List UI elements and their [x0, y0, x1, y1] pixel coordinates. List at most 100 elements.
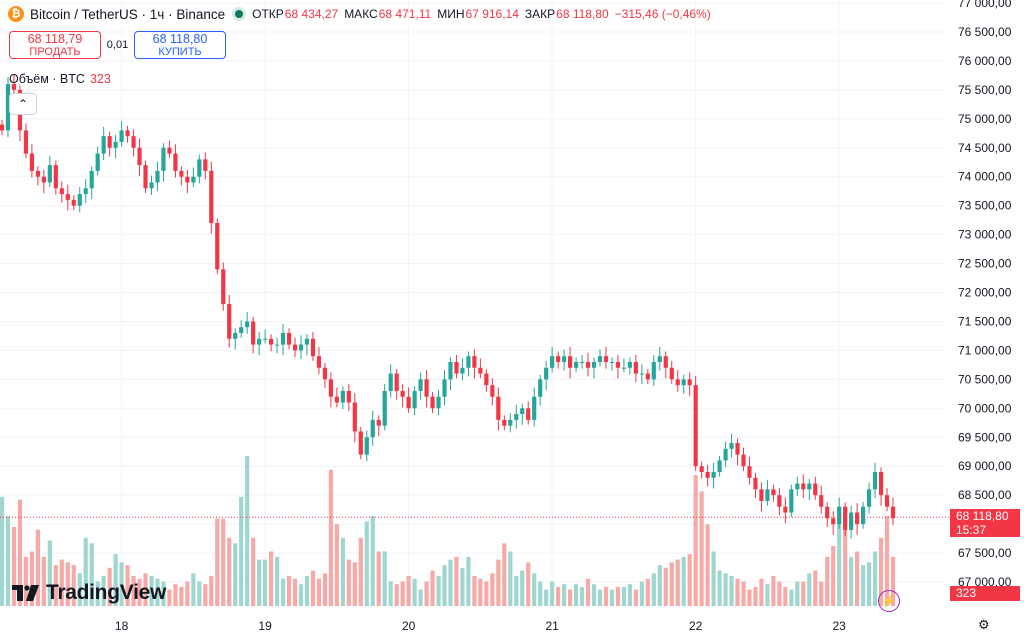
candle-body: [663, 356, 668, 368]
candle-body: [825, 506, 830, 519]
candle-body: [490, 385, 495, 397]
candle-body: [328, 379, 333, 397]
symbol-title[interactable]: Bitcoin / TetherUS · 1ч · Binance: [30, 6, 226, 22]
market-status-icon: [235, 10, 244, 18]
candle-body: [615, 361, 621, 368]
candle-body: [855, 512, 860, 525]
volume-label: Объём · BTC: [9, 72, 85, 86]
volume-bar: [651, 573, 656, 606]
candle-body: [484, 373, 489, 386]
price-axis: 77 000,00 76 500,00 76 000,00 75 500,00 75 0…: [958, 0, 1012, 589]
volume-bar: [532, 573, 537, 606]
volume-bar: [801, 581, 806, 606]
volume-bar: [795, 581, 800, 606]
candle-body: [454, 361, 459, 374]
candle-body: [292, 344, 298, 351]
x-tick-label: 22: [689, 619, 703, 633]
candle-body: [627, 361, 632, 368]
spread-value: 0,01: [106, 39, 129, 51]
candle-body: [245, 321, 250, 328]
candle-body: [394, 373, 399, 391]
candles: [0, 74, 896, 539]
volume-bar: [119, 562, 124, 606]
candle-body: [573, 361, 579, 368]
candle-body: [651, 361, 656, 380]
y-tick-label: 76 500,00: [958, 25, 1012, 39]
candle-body: [286, 333, 292, 345]
candle-body: [59, 188, 64, 195]
candle-body: [107, 136, 112, 148]
tradingview-logo[interactable]: TradingView: [12, 581, 166, 605]
volume-bar: [567, 589, 573, 606]
candle-body: [203, 159, 208, 171]
y-tick-label: 72 000,00: [958, 286, 1012, 300]
candle-body: [723, 448, 728, 461]
volume-bar: [669, 562, 674, 606]
volume-bar: [699, 491, 704, 606]
candle-body: [149, 182, 154, 189]
candle-body: [657, 356, 662, 362]
volume-bar: [579, 586, 585, 606]
last-price-tag: 68 118,80 15:37: [950, 509, 1020, 538]
volume-bar: [215, 518, 220, 606]
volume-bar: [167, 589, 172, 606]
candle-body: [831, 518, 836, 525]
volume-bar: [269, 551, 274, 606]
candle-body: [41, 176, 46, 183]
volume-bar: [884, 516, 890, 606]
candle-body: [801, 483, 806, 490]
buy-button[interactable]: 68 118,80 КУПИТЬ: [134, 31, 226, 59]
volume-tag: 323: [950, 586, 1020, 601]
volume-bar: [508, 551, 513, 606]
change-value: −315,46 (−0,46%): [614, 7, 711, 21]
chevron-up-icon[interactable]: ⌃: [9, 93, 37, 115]
volume-bar: [274, 556, 280, 606]
sell-button[interactable]: 68 118,79 ПРОДАТЬ: [9, 31, 101, 59]
candle-body: [334, 396, 339, 403]
y-tick-label: 69 500,00: [958, 430, 1012, 444]
candle-body: [89, 170, 94, 189]
candle-body: [556, 356, 561, 362]
volume-bar: [771, 576, 776, 606]
volume-bar: [328, 469, 333, 606]
last-price-value: 68 118,80: [956, 509, 1009, 524]
candle-body: [310, 338, 316, 357]
volume-bar: [388, 581, 393, 606]
volume-bar: [813, 570, 818, 606]
candle-body: [131, 136, 136, 148]
candle-body: [735, 443, 740, 455]
volume-bar: [334, 524, 339, 606]
candle-body: [185, 176, 190, 183]
candle-body: [400, 390, 405, 397]
candle-body: [119, 130, 124, 142]
candle-body: [304, 338, 310, 345]
candle-body: [227, 304, 232, 339]
candle-body: [167, 147, 172, 154]
volume-bar: [573, 584, 579, 606]
volume-bar: [717, 570, 722, 606]
candle-body: [687, 379, 692, 386]
volume-bar: [657, 565, 662, 606]
volume-bar: [382, 551, 387, 606]
candle-body: [729, 443, 734, 449]
candle-body: [813, 483, 818, 496]
y-tick-label: 73 000,00: [958, 228, 1012, 242]
candle-body: [771, 489, 776, 496]
y-tick-label: 70 500,00: [958, 372, 1012, 386]
candle-body: [777, 495, 782, 507]
candle-body: [681, 379, 686, 386]
volume-bar: [693, 475, 698, 606]
volume-bar: [233, 543, 238, 606]
gear-icon[interactable]: ⚙: [978, 617, 990, 632]
volume-bar: [35, 529, 40, 606]
logo-text: TradingView: [46, 581, 167, 604]
candle-body: [496, 396, 501, 420]
volume-bar: [137, 578, 142, 606]
lightning-icon[interactable]: ⚡: [878, 590, 900, 612]
volume-bar: [591, 584, 597, 606]
candle-body: [478, 367, 483, 374]
candle-body: [693, 385, 698, 467]
volume-bar: [831, 546, 836, 606]
candle-body: [633, 361, 638, 374]
